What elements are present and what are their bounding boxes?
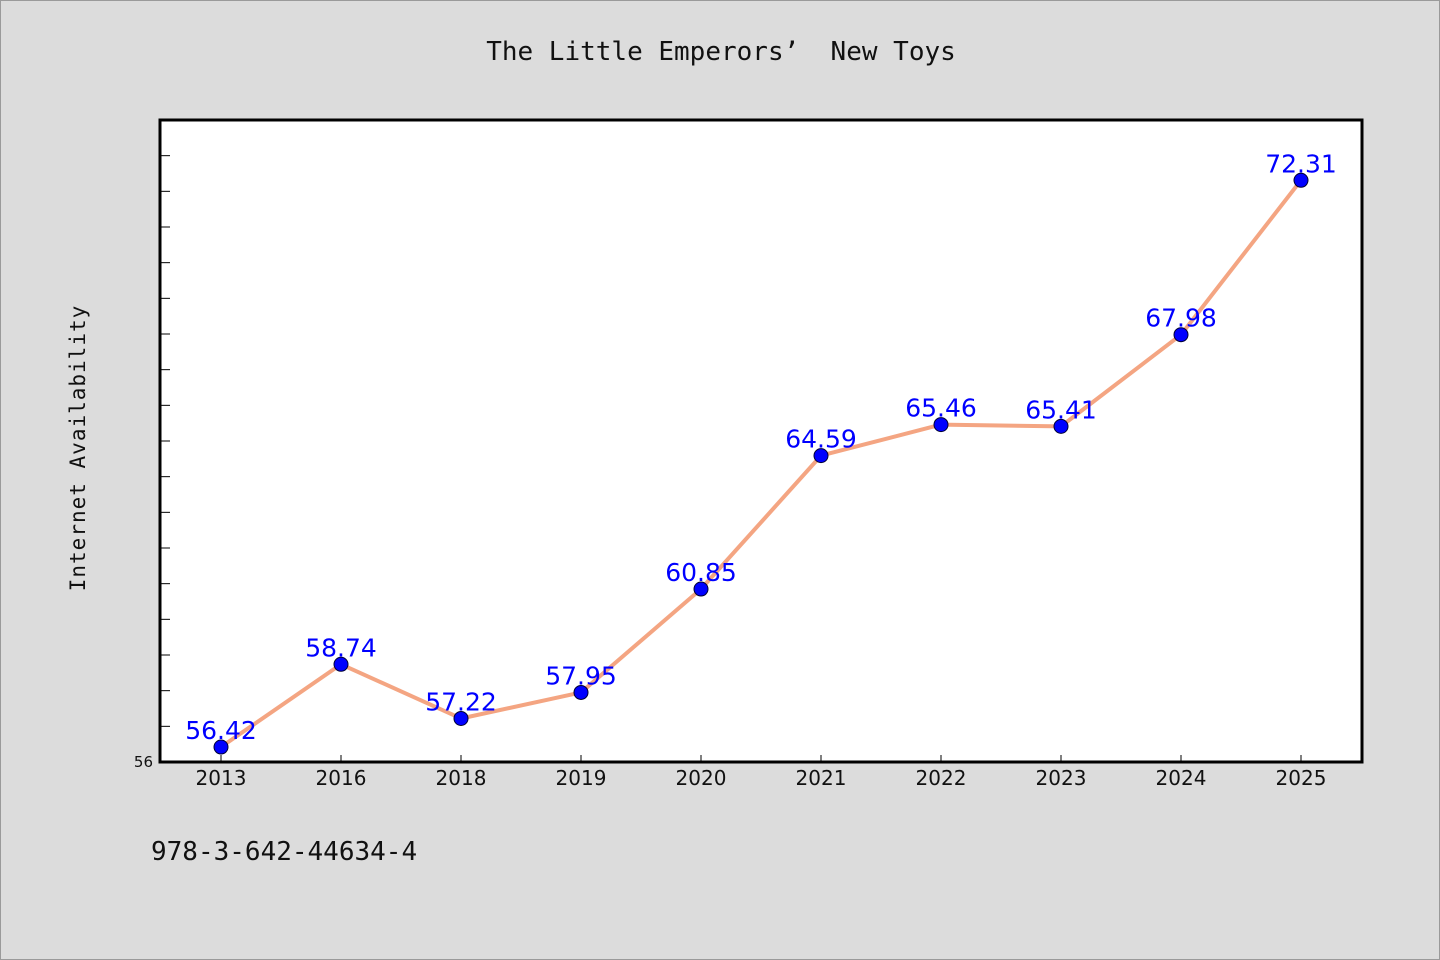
x-tick-label: 2021 bbox=[796, 766, 847, 790]
plot-area bbox=[158, 118, 1364, 764]
series-layer bbox=[213, 172, 1309, 755]
data-label: 65.46 bbox=[905, 394, 977, 423]
x-tick-label: 2018 bbox=[436, 766, 487, 790]
data-label: 72.31 bbox=[1265, 149, 1337, 178]
x-tick-label: 2024 bbox=[1156, 766, 1207, 790]
x-tick-label: 2016 bbox=[316, 766, 367, 790]
data-point bbox=[1173, 327, 1189, 343]
y-tick-label: 56 bbox=[134, 753, 153, 771]
data-point bbox=[333, 656, 349, 672]
data-label: 67.98 bbox=[1145, 304, 1217, 333]
data-point bbox=[933, 417, 949, 433]
series-line bbox=[219, 178, 1303, 750]
data-labels: 56.42 58.74 57.22 57.95 60.85 64.59 65.46 65.41… bbox=[185, 149, 1337, 745]
x-tick-label: 2023 bbox=[1036, 766, 1087, 790]
data-label: 57.95 bbox=[545, 661, 617, 690]
x-tick-label: 2025 bbox=[1276, 766, 1327, 790]
data-point bbox=[213, 739, 229, 755]
data-point bbox=[1293, 172, 1309, 188]
data-label: 64.59 bbox=[785, 425, 857, 454]
x-tick-label: 2022 bbox=[916, 766, 967, 790]
data-label: 65.41 bbox=[1025, 395, 1097, 424]
data-point bbox=[453, 710, 469, 726]
data-label: 58.74 bbox=[305, 633, 377, 662]
data-label: 56.42 bbox=[185, 716, 257, 745]
y-axis-ticks: 56 bbox=[134, 155, 170, 771]
x-tick-label: 2013 bbox=[196, 766, 247, 790]
isbn-text: 978-3-642-44634-4 bbox=[151, 837, 418, 867]
data-label: 60.85 bbox=[665, 558, 737, 587]
x-axis-ticks: 2013 2016 2018 2019 2020 2021 2022 2023 2024 2025 bbox=[196, 755, 1327, 790]
data-point bbox=[693, 581, 709, 597]
data-point bbox=[573, 684, 589, 700]
data-label: 57.22 bbox=[425, 687, 497, 716]
x-tick-label: 2020 bbox=[676, 766, 727, 790]
data-point bbox=[813, 448, 829, 464]
x-tick-label: 2019 bbox=[556, 766, 607, 790]
chart-title: The Little Emperors’ New Toys bbox=[486, 37, 956, 67]
data-point bbox=[1053, 418, 1069, 434]
